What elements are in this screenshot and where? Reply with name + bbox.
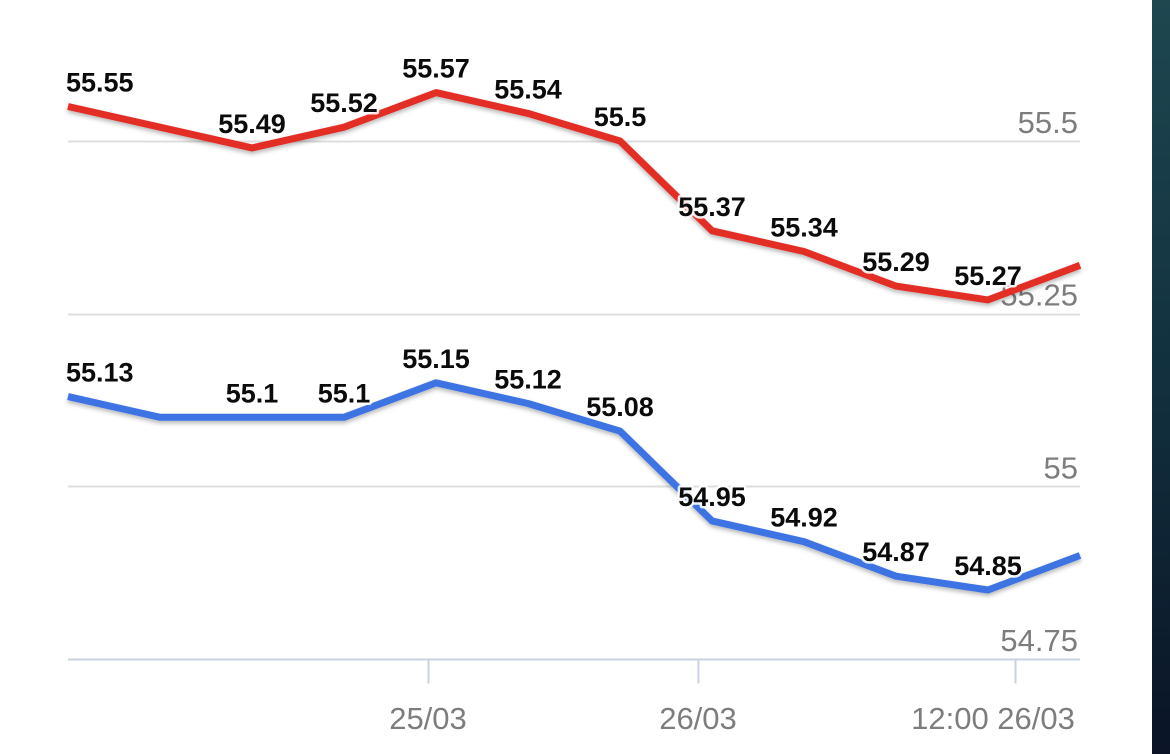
lower-blue-series-point-label: 55.1 [226, 378, 279, 408]
upper-red-series-point-label: 55.54 [494, 74, 562, 104]
axis-layer [68, 658, 1080, 684]
upper-red-series-point-label: 55.49 [218, 109, 286, 139]
series-lines-layer [67, 89, 1082, 594]
x-axis-label: 26/03 [659, 701, 737, 736]
y-axis-label-55.5: 55.5 [1018, 105, 1078, 140]
upper-red-series-point-label: 55.5 [594, 102, 647, 132]
y-axis-label-55: 55 [1044, 450, 1078, 485]
upper-red-series-point-label: 55.37 [678, 192, 746, 222]
lower-blue-series-point-label: 54.85 [954, 551, 1022, 581]
right-edge-dark-strip [1152, 0, 1170, 754]
upper-red-series-point-label: 55.27 [954, 261, 1022, 291]
lower-blue-series-point-label: 55.08 [586, 392, 654, 422]
upper-red-series-point-label: 55.34 [770, 213, 838, 243]
lower-blue-series-point-label: 54.95 [678, 482, 746, 512]
upper-red-series-point-label: 55.29 [862, 247, 930, 277]
lower-blue-series-point-label: 55.13 [66, 358, 134, 388]
lower-blue-series-point-label: 55.15 [402, 344, 470, 374]
lower-blue-series-line [67, 379, 1082, 594]
lower-blue-series-point-label: 54.92 [770, 503, 838, 533]
upper-red-series-point-label: 55.52 [310, 88, 378, 118]
upper-red-series-line [67, 89, 1082, 304]
lower-blue-series-point-label: 55.1 [318, 378, 371, 408]
lower-blue-series-point-label: 55.12 [494, 365, 562, 395]
lower-blue-series-point-label: 54.87 [862, 537, 930, 567]
upper-red-series-point-label: 55.55 [66, 68, 134, 98]
upper-red-series-point-label: 55.57 [402, 54, 470, 84]
x-axis-label: 12:00 26/03 [911, 701, 1075, 736]
y-axis-label-54.75: 54.75 [1000, 623, 1078, 658]
point-labels-layer: 55.55 55.49 55.52 55.57 55.54 55.5 55.37 55.34 5… [64, 51, 1025, 583]
x-axis-label: 25/03 [389, 701, 467, 736]
gridlines-layer [68, 140, 1080, 488]
